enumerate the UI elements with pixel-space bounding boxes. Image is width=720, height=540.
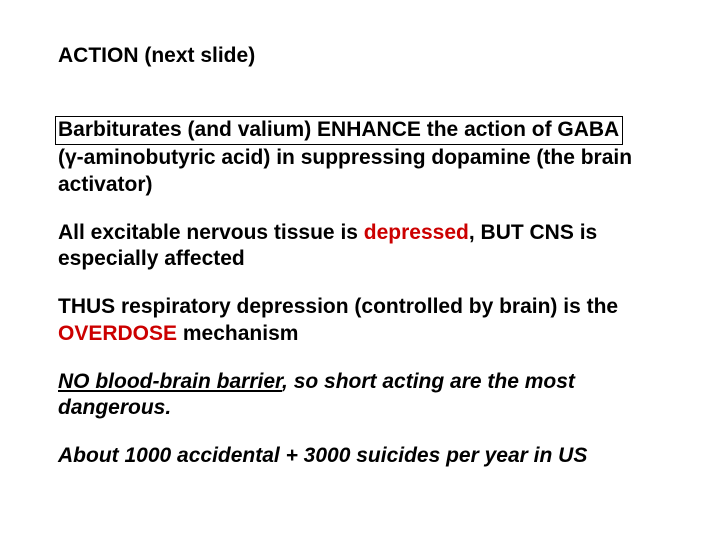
paragraph-depressed: All excitable nervous tissue is depresse… xyxy=(58,220,666,273)
p3-a: THUS respiratory depression (controlled … xyxy=(58,295,618,318)
p3-c: mechanism xyxy=(177,322,298,345)
p2-a: All excitable nervous tissue is xyxy=(58,221,364,244)
paragraph-gaba: Barbiturates (and valium) ENHANCE the ac… xyxy=(58,116,666,198)
paragraph-overdose: THUS respiratory depression (controlled … xyxy=(58,294,666,347)
paragraph-stats: About 1000 accidental + 3000 suicides pe… xyxy=(58,443,666,469)
p4-underlined: NO blood-brain barrier xyxy=(58,370,282,393)
p2-depressed: depressed xyxy=(364,221,469,244)
paragraph-blood-brain: NO blood-brain barrier, so short acting … xyxy=(58,369,666,422)
slide-canvas: ACTION (next slide) Barbiturates (and va… xyxy=(0,0,720,540)
paragraph-gaba-rest: (γ-aminobutyric acid) in suppressing dop… xyxy=(58,146,632,195)
p3-overdose: OVERDOSE xyxy=(58,322,177,345)
slide-title: ACTION (next slide) xyxy=(58,44,666,68)
boxed-phrase: Barbiturates (and valium) ENHANCE the ac… xyxy=(55,116,623,145)
